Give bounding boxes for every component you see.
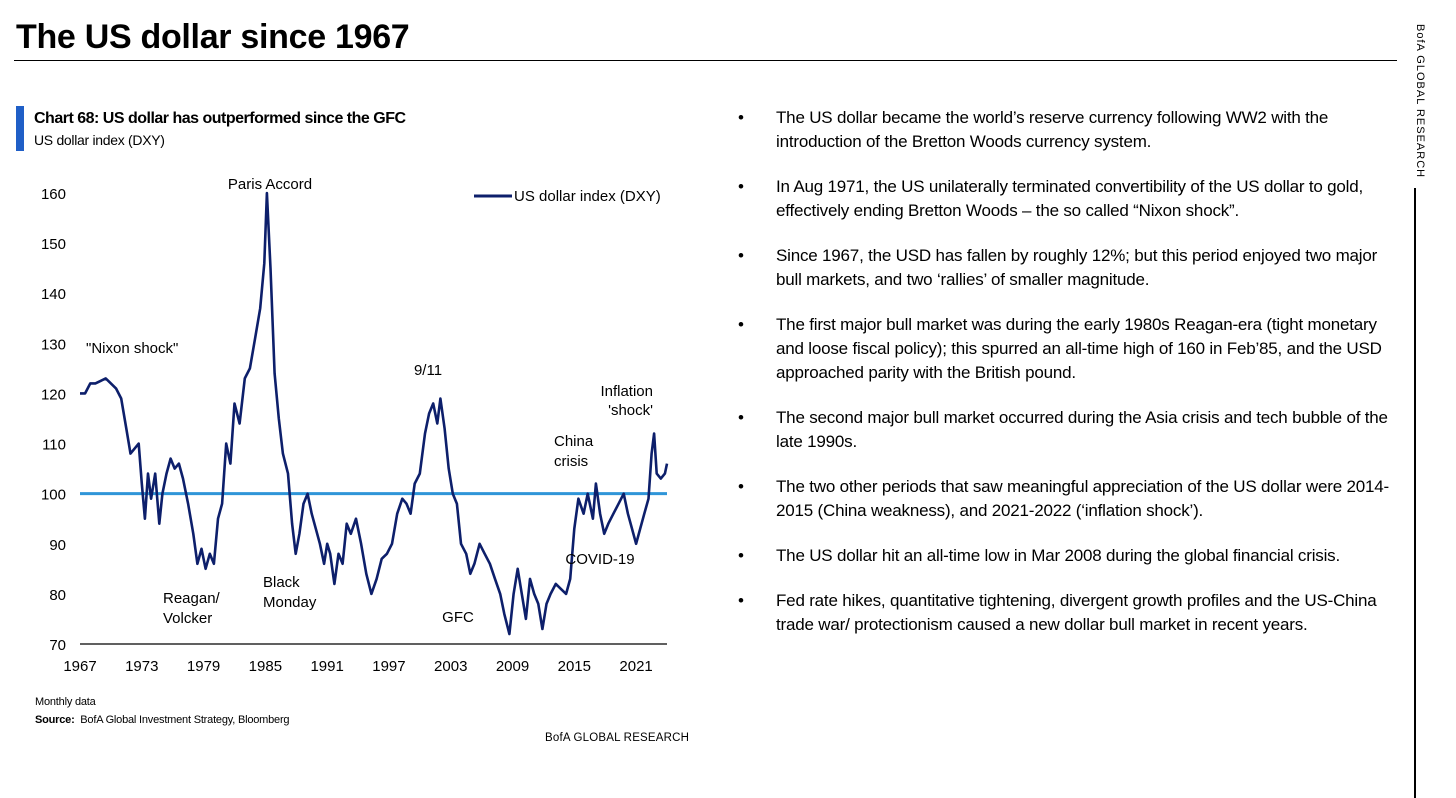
dxy-line-chart: 70 80 90 100 110 120 130 140 150 160 1967 1973 1979 1…: [41, 176, 669, 675]
bullet-item: • The second major bull market occurred d…: [738, 406, 1398, 454]
bullet-text: Since 1967, the USD has fallen by roughl…: [776, 246, 1378, 289]
bullet-item: • The US dollar became the world’s reserv…: [738, 106, 1398, 154]
annotation-label: China crisis: [554, 433, 594, 470]
annotation-label: 9/11: [414, 362, 442, 379]
bullet-item: • The two other periods that saw meaningf…: [738, 475, 1398, 523]
bullet-dot-icon: •: [738, 546, 744, 565]
annotation-line: 'shock': [608, 402, 653, 419]
annotation-line: Volcker: [163, 610, 212, 627]
annotation-line: Reagan/: [163, 590, 221, 607]
annotation-label: GFC: [442, 609, 474, 626]
bullet-text: The US dollar became the world’s reserve…: [776, 108, 1329, 151]
annotation-label: Inflation 'shock': [600, 383, 653, 419]
annotation-label: COVID-19: [565, 551, 634, 568]
annotation-label: Black Monday: [263, 574, 317, 611]
y-tick-label: 80: [49, 587, 66, 604]
legend-label: US dollar index (DXY): [514, 188, 661, 205]
bullet-item: • Since 1967, the USD has fallen by rough…: [738, 244, 1398, 292]
bullet-dot-icon: •: [738, 315, 744, 334]
bullet-text: The first major bull market was during t…: [776, 315, 1382, 382]
bullet-text: The US dollar hit an all-time low in Mar…: [776, 546, 1340, 565]
y-tick-label: 150: [41, 236, 66, 253]
x-tick-label: 1985: [249, 658, 282, 675]
x-tick-label: 1979: [187, 658, 220, 675]
x-tick-label: 1997: [372, 658, 405, 675]
side-brand: BofA GLOBAL RESEARCH: [1414, 24, 1426, 179]
bullet-dot-icon: •: [738, 477, 744, 496]
chart-footer-brand: BofA GLOBAL RESEARCH: [545, 732, 690, 744]
source-text: BofA Global Investment Strategy, Bloombe…: [80, 714, 290, 726]
x-tick-label: 2003: [434, 658, 467, 675]
y-tick-label: 130: [41, 336, 66, 353]
x-tick-label: 2021: [619, 658, 652, 675]
bullet-dot-icon: •: [738, 246, 744, 265]
bullet-list: • The US dollar became the world’s reserv…: [738, 106, 1398, 658]
source-label: Source:: [35, 714, 75, 726]
chart-note: Monthly data: [35, 696, 96, 708]
y-tick-label: 110: [42, 437, 66, 454]
bullet-item: • The US dollar hit an all-time low in Ma…: [738, 544, 1398, 568]
bullet-item: • In Aug 1971, the US unilaterally termin…: [738, 175, 1398, 223]
y-tick-label: 70: [49, 637, 66, 654]
chart-source: Source: BofA Global Investment Strategy,…: [35, 714, 290, 726]
page-title: The US dollar since 1967: [16, 18, 410, 56]
annotation-line: China: [554, 433, 594, 450]
annotation-label: Paris Accord: [228, 176, 312, 193]
annotation-line: crisis: [554, 453, 588, 470]
bullet-dot-icon: •: [738, 408, 744, 427]
bullet-dot-icon: •: [738, 108, 744, 127]
bullet-item: • The first major bull market was during …: [738, 313, 1398, 385]
y-tick-label: 90: [49, 537, 66, 554]
title-divider: [14, 60, 1397, 61]
x-tick-label: 1991: [310, 658, 343, 675]
annotation-label: Reagan/Volcker: [163, 590, 221, 627]
x-tick-label: 2009: [496, 658, 529, 675]
x-tick-label: 2015: [558, 658, 591, 675]
annotation-line: Monday: [263, 594, 317, 611]
annotation-line: Inflation: [600, 383, 653, 400]
bullet-dot-icon: •: [738, 591, 744, 610]
bullet-text: Fed rate hikes, quantitative tightening,…: [776, 591, 1377, 634]
y-tick-label: 160: [41, 186, 66, 203]
y-tick-label: 100: [41, 487, 66, 504]
bullet-dot-icon: •: [738, 177, 744, 196]
bullet-item: • Fed rate hikes, quantitative tightening…: [738, 589, 1398, 637]
chart-subheading: US dollar index (DXY): [34, 132, 165, 148]
annotation-line: Black: [263, 574, 300, 591]
chart-heading: Chart 68: US dollar has outperformed sin…: [34, 110, 406, 127]
x-tick-label: 1967: [63, 658, 96, 675]
bullet-text: The second major bull market occurred du…: [776, 408, 1388, 451]
y-tick-label: 140: [41, 286, 66, 303]
x-tick-label: 1973: [125, 658, 158, 675]
bullet-text: The two other periods that saw meaningfu…: [776, 477, 1389, 520]
side-divider: [1414, 188, 1416, 798]
y-tick-label: 120: [41, 386, 66, 403]
chart-accent-bar: [16, 106, 24, 151]
bullet-text: In Aug 1971, the US unilaterally termina…: [776, 177, 1364, 220]
dxy-series-line: [80, 191, 669, 636]
annotation-label: "Nixon shock": [86, 340, 178, 357]
